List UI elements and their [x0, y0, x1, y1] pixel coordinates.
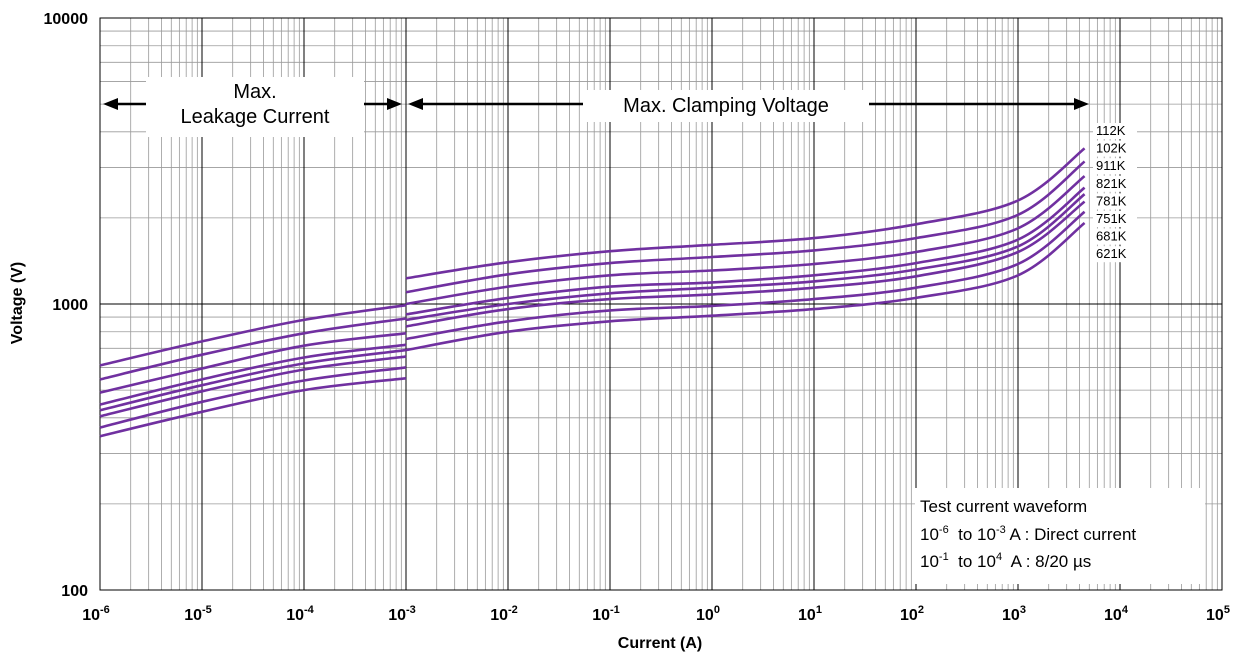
series-label-bg [1093, 175, 1137, 192]
x-tick-label: 100 [696, 604, 720, 624]
x-tick-label: 105 [1206, 604, 1230, 624]
series-line-leakage-821K [99, 343, 407, 406]
y-tick-label: 10000 [44, 11, 89, 28]
series-label-bg [1093, 140, 1137, 157]
series-line-clamping-102K [405, 160, 1086, 294]
test-note-line1: 10-6 to 10-3 A : Direct current [920, 524, 1136, 544]
series-label-911K: 911K [1096, 158, 1126, 173]
leakage-label-line1: Max. [233, 81, 276, 103]
annotations: Max. Leakage Current Max. Clamping Volta… [103, 77, 1205, 584]
series-line-clamping-112K [405, 147, 1086, 280]
y-axis-title: Voltage (V) [9, 262, 26, 344]
series-line-clamping-681K [405, 210, 1086, 341]
clamping-arrowhead-left [408, 98, 423, 110]
test-note-bg [915, 488, 1205, 584]
series-label-bg [1093, 123, 1137, 139]
series-line-leakage-621K [99, 377, 407, 438]
series-line-leakage-751K [99, 355, 407, 418]
x-tick-label: 102 [900, 604, 924, 624]
series-labels: 112K 102K 911K 821K 781K 751K 681K 621K [1093, 123, 1137, 263]
leakage-arrowhead-left [103, 98, 118, 110]
series-label-102K: 102K [1096, 141, 1127, 156]
series-line-clamping-911K [405, 175, 1086, 306]
x-tick-label: 10-1 [592, 604, 620, 624]
x-tick-label: 10-5 [184, 604, 212, 624]
y-tick-labels: 100 1000 10000 [44, 11, 89, 600]
series-line-leakage-911K [99, 332, 407, 394]
series-label-bg [1093, 193, 1137, 210]
y-tick-label: 100 [61, 583, 88, 600]
series-label-821K: 821K [1096, 176, 1127, 191]
series-line-clamping-621K [405, 221, 1086, 352]
plot-frame [99, 17, 1223, 591]
leakage-arrowhead-right [387, 98, 402, 110]
series-line-clamping-751K [405, 200, 1086, 328]
x-axis-title: Current (A) [618, 635, 702, 652]
x-tick-label: 10-4 [286, 604, 314, 624]
series-lines [99, 147, 1086, 438]
test-note-line2: 10-1 to 104 A : 8/20 µs [920, 551, 1091, 571]
x-tick-label: 103 [1002, 604, 1026, 624]
series-label-781K: 781K [1096, 193, 1127, 208]
series-label-bg [1093, 158, 1137, 175]
x-tick-label: 101 [798, 604, 822, 624]
leakage-label-bg [146, 77, 364, 137]
series-label-bg [1093, 228, 1137, 245]
series-label-112K: 112K [1096, 123, 1126, 138]
series-label-621K: 621K [1096, 246, 1127, 261]
series-line-leakage-781K [99, 348, 407, 412]
series-label-681K: 681K [1096, 229, 1127, 244]
clamping-arrowhead-right [1074, 98, 1089, 110]
leakage-label-line2: Leakage Current [181, 106, 330, 128]
series-line-leakage-102K [99, 317, 407, 381]
clamping-label: Max. Clamping Voltage [623, 95, 829, 117]
x-tick-label: 10-3 [388, 604, 416, 624]
y-tick-label: 1000 [52, 297, 88, 314]
series-line-clamping-821K [405, 186, 1086, 316]
series-label-bg [1093, 211, 1137, 227]
x-tick-label: 104 [1104, 604, 1129, 624]
x-tick-label: 10-6 [82, 604, 110, 624]
series-label-751K: 751K [1096, 211, 1127, 226]
test-note-title: Test current waveform [920, 497, 1087, 516]
series-line-clamping-781K [405, 193, 1086, 322]
x-tick-labels: 10-6 10-5 10-4 10-3 10-2 10-1 100 101 102 103 104 1… [82, 604, 1230, 624]
x-tick-label: 10-2 [490, 604, 518, 624]
series-line-leakage-681K [99, 366, 407, 429]
series-label-bg [1093, 246, 1137, 263]
clamping-label-bg [583, 90, 869, 122]
series-line-leakage-112K [99, 303, 407, 367]
